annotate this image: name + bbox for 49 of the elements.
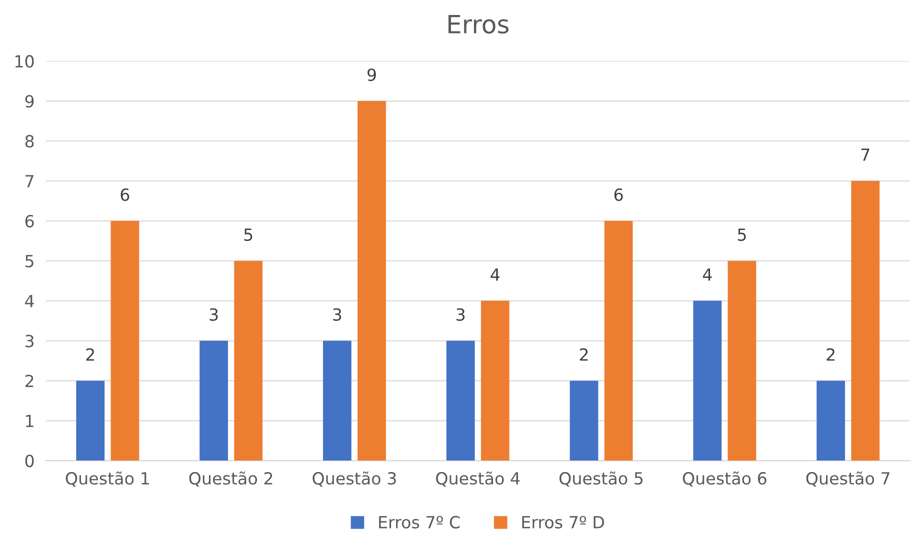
data-label: 5 (738, 228, 746, 241)
bar (693, 300, 722, 461)
bar (323, 340, 352, 461)
bar (480, 300, 510, 461)
bar (570, 380, 598, 461)
y-tick-label: 3 (26, 334, 34, 348)
data-label: 2 (826, 348, 834, 361)
x-tick-label: Questão 4 (436, 471, 520, 487)
data-label: 6 (120, 188, 130, 201)
y-tick-label: 0 (25, 454, 34, 468)
bar (604, 220, 633, 461)
data-label: 4 (702, 268, 712, 281)
y-tick-label: 4 (25, 294, 34, 308)
x-tick-label: Questão 7 (806, 471, 890, 487)
y-tick-label: 1 (26, 414, 34, 428)
chart-title: Erros (448, 15, 508, 34)
bar (728, 260, 756, 461)
x-tick-label: Questão 2 (189, 471, 272, 487)
x-tick-label: Questão 1 (66, 471, 149, 487)
legend-label: Erros 7º D (522, 516, 604, 529)
bar (76, 380, 105, 461)
data-label: 7 (861, 148, 870, 161)
bar (358, 101, 386, 461)
y-tick-label: 10 (15, 55, 34, 68)
bar (200, 340, 228, 461)
data-label: 6 (614, 188, 623, 201)
data-label: 5 (244, 228, 252, 241)
bar (446, 340, 475, 461)
data-label: 9 (367, 68, 376, 82)
legend-label: Erros 7º C (379, 516, 460, 529)
bar (110, 220, 140, 461)
y-tick-label: 2 (25, 374, 34, 388)
data-label: 4 (490, 268, 500, 281)
data-label: 2 (86, 348, 94, 361)
data-label: 3 (456, 308, 465, 321)
x-tick-label: Questão 6 (682, 471, 766, 487)
bar (851, 180, 880, 461)
y-tick-label: 6 (25, 214, 34, 228)
y-tick-label: 8 (25, 134, 34, 148)
y-tick-label: 5 (26, 255, 34, 268)
data-label: 3 (333, 308, 342, 321)
y-tick-label: 9 (25, 94, 34, 108)
bar (234, 260, 263, 461)
bar (816, 380, 846, 461)
y-tick-label: 7 (26, 175, 34, 188)
data-label: 3 (210, 308, 218, 321)
data-label: 2 (580, 348, 588, 361)
x-tick-label: Questão 3 (312, 471, 396, 487)
x-tick-label: Questão 5 (559, 471, 643, 487)
